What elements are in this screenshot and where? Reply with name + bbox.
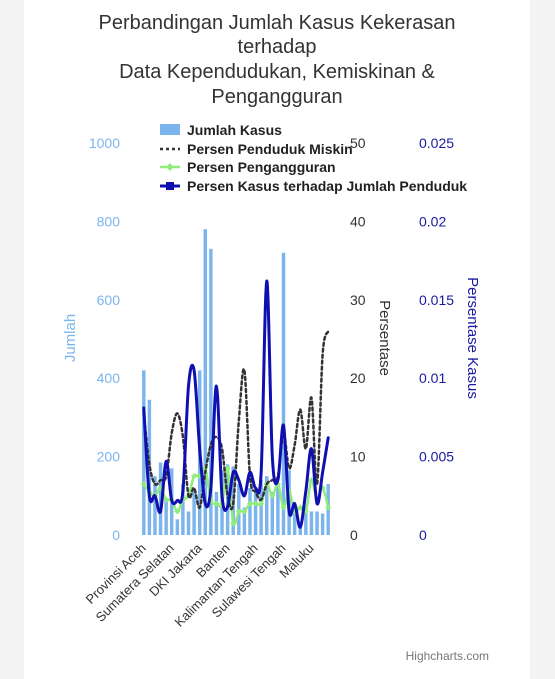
y-axis-right: 0 0.005 0.01 0.015 0.02 0.025 Persentase Kasus: [419, 135, 481, 543]
marker-persen-pengangguran: [213, 500, 220, 507]
legend-symbol-diamond-marker: [166, 163, 174, 171]
marker-persen-pengangguran: [297, 504, 304, 511]
legend-item[interactable]: Persen Kasus terhadap Jumlah Penduduk: [160, 178, 467, 194]
bar-jumlah-kasus[interactable]: [298, 527, 302, 535]
y-left-tick-label: 600: [97, 292, 121, 308]
y-middle-tick-label: 50: [350, 135, 366, 151]
y-right-tick-label: 0.01: [419, 370, 446, 386]
marker-persen-pengangguran: [274, 481, 281, 488]
bar-jumlah-kasus[interactable]: [242, 507, 247, 535]
y-left-tick-label: 400: [97, 370, 121, 386]
chart-title-line: terhadap: [238, 36, 317, 58]
bar-jumlah-kasus[interactable]: [192, 491, 196, 535]
legend-label: Persen Kasus terhadap Jumlah Penduduk: [187, 178, 467, 194]
chart-title-line: Data Kependudukan, Kemiskinan &: [119, 61, 435, 83]
legend-label: Persen Penduduk Miskin: [187, 141, 353, 157]
y-middle-tick-label: 10: [350, 449, 366, 465]
chart-svg: Perbandingan Jumlah Kasus Kekerasanterha…: [62, 12, 489, 663]
bar-jumlah-kasus[interactable]: [309, 511, 314, 535]
chart-card: Perbandingan Jumlah Kasus Kekerasan terha…: [24, 0, 530, 679]
marker-persen-pengangguran: [325, 504, 332, 511]
y-left-tick-label: 0: [112, 527, 120, 543]
legend-label: Persen Pengangguran: [187, 159, 336, 175]
bar-jumlah-kasus[interactable]: [209, 248, 213, 535]
line-series-layer[interactable]: [140, 279, 332, 529]
chart-title-line: Perbandingan Jumlah Kasus Kekerasan: [99, 12, 456, 34]
y-middle-axis-title: Persentase: [376, 300, 393, 376]
y-left-axis-title: Jumlah: [62, 314, 79, 362]
bar-jumlah-kasus[interactable]: [276, 484, 280, 535]
y-right-tick-label: 0.005: [419, 449, 454, 465]
bar-jumlah-kasus[interactable]: [304, 507, 308, 535]
y-middle-tick-label: 0: [350, 527, 358, 543]
y-right-tick-label: 0.02: [419, 213, 446, 229]
y-axis-left: 0 200 400 600 800 1000 Jumlah: [62, 135, 120, 543]
bar-jumlah-kasus[interactable]: [164, 499, 168, 535]
bar-jumlah-kasus[interactable]: [181, 484, 185, 535]
y-middle-tick-label: 30: [350, 292, 366, 308]
bar-jumlah-kasus[interactable]: [259, 480, 263, 535]
marker-persen-pengangguran: [163, 496, 170, 503]
bar-jumlah-kasus[interactable]: [320, 513, 325, 535]
marker-persen-pengangguran: [308, 477, 315, 484]
y-middle-tick-label: 40: [350, 213, 366, 229]
bar-jumlah-kasus[interactable]: [315, 511, 319, 535]
marker-persen-pengangguran: [258, 500, 265, 507]
marker-persen-pengangguran: [174, 508, 181, 515]
legend-symbol-square-marker: [166, 182, 174, 190]
bar-jumlah-kasus[interactable]: [253, 491, 258, 535]
y-middle-tick-label: 20: [350, 370, 366, 386]
bar-jumlah-kasus[interactable]: [175, 519, 180, 535]
marker-persen-pengangguran: [252, 500, 259, 507]
bar-jumlah-kasus[interactable]: [281, 252, 286, 535]
bar-jumlah-kasus[interactable]: [292, 511, 297, 535]
marker-persen-pengangguran: [241, 508, 248, 515]
marker-persen-pengangguran: [191, 473, 198, 480]
credits-link[interactable]: Highcharts.com: [406, 649, 489, 663]
legend-item[interactable]: Persen Penduduk Miskin: [160, 141, 353, 157]
marker-persen-pengangguran: [140, 481, 147, 488]
y-axis-middle: 0 10 20 30 40 50 Persentase: [350, 135, 393, 543]
marker-persen-pengangguran: [230, 520, 237, 527]
legend-item[interactable]: Jumlah Kasus: [160, 122, 282, 138]
bar-jumlah-kasus[interactable]: [158, 462, 163, 535]
y-right-axis-title: Persentase Kasus: [464, 277, 481, 399]
chart-title: Perbandingan Jumlah Kasus Kekerasanterha…: [99, 12, 456, 108]
bar-jumlah-kasus[interactable]: [248, 487, 252, 535]
marker-persen-pengangguran: [235, 508, 242, 515]
bar-jumlah-kasus[interactable]: [265, 476, 269, 535]
y-left-tick-label: 1000: [89, 135, 120, 151]
y-left-tick-label: 800: [97, 213, 121, 229]
legend[interactable]: Jumlah Kasus Persen Penduduk Miskin Persen…: [160, 122, 467, 194]
legend-label: Jumlah Kasus: [187, 122, 282, 138]
bar-jumlah-kasus[interactable]: [270, 491, 275, 535]
y-right-tick-label: 0.015: [419, 292, 454, 308]
legend-item[interactable]: Persen Pengangguran: [160, 159, 336, 175]
marker-persen-pengangguran: [246, 500, 253, 507]
line-persen-kasus[interactable]: [142, 279, 330, 529]
y-right-tick-label: 0: [419, 527, 427, 543]
line-persen-penduduk-miskin[interactable]: [142, 329, 330, 511]
legend-symbol-column: [160, 124, 180, 135]
marker-persen-pengangguran: [280, 504, 287, 511]
bar-jumlah-kasus[interactable]: [214, 491, 219, 535]
y-right-tick-label: 0.025: [419, 135, 454, 151]
y-left-tick-label: 200: [97, 449, 121, 465]
marker-persen-pengangguran: [269, 492, 276, 499]
marker-persen-pengangguran: [224, 465, 231, 472]
bar-jumlah-kasus[interactable]: [203, 229, 207, 536]
bar-jumlah-kasus[interactable]: [153, 476, 157, 535]
chart-title-line: Pengangguran: [211, 86, 342, 108]
bar-jumlah-kasus[interactable]: [186, 511, 191, 535]
bar-jumlah-kasus[interactable]: [142, 370, 146, 535]
